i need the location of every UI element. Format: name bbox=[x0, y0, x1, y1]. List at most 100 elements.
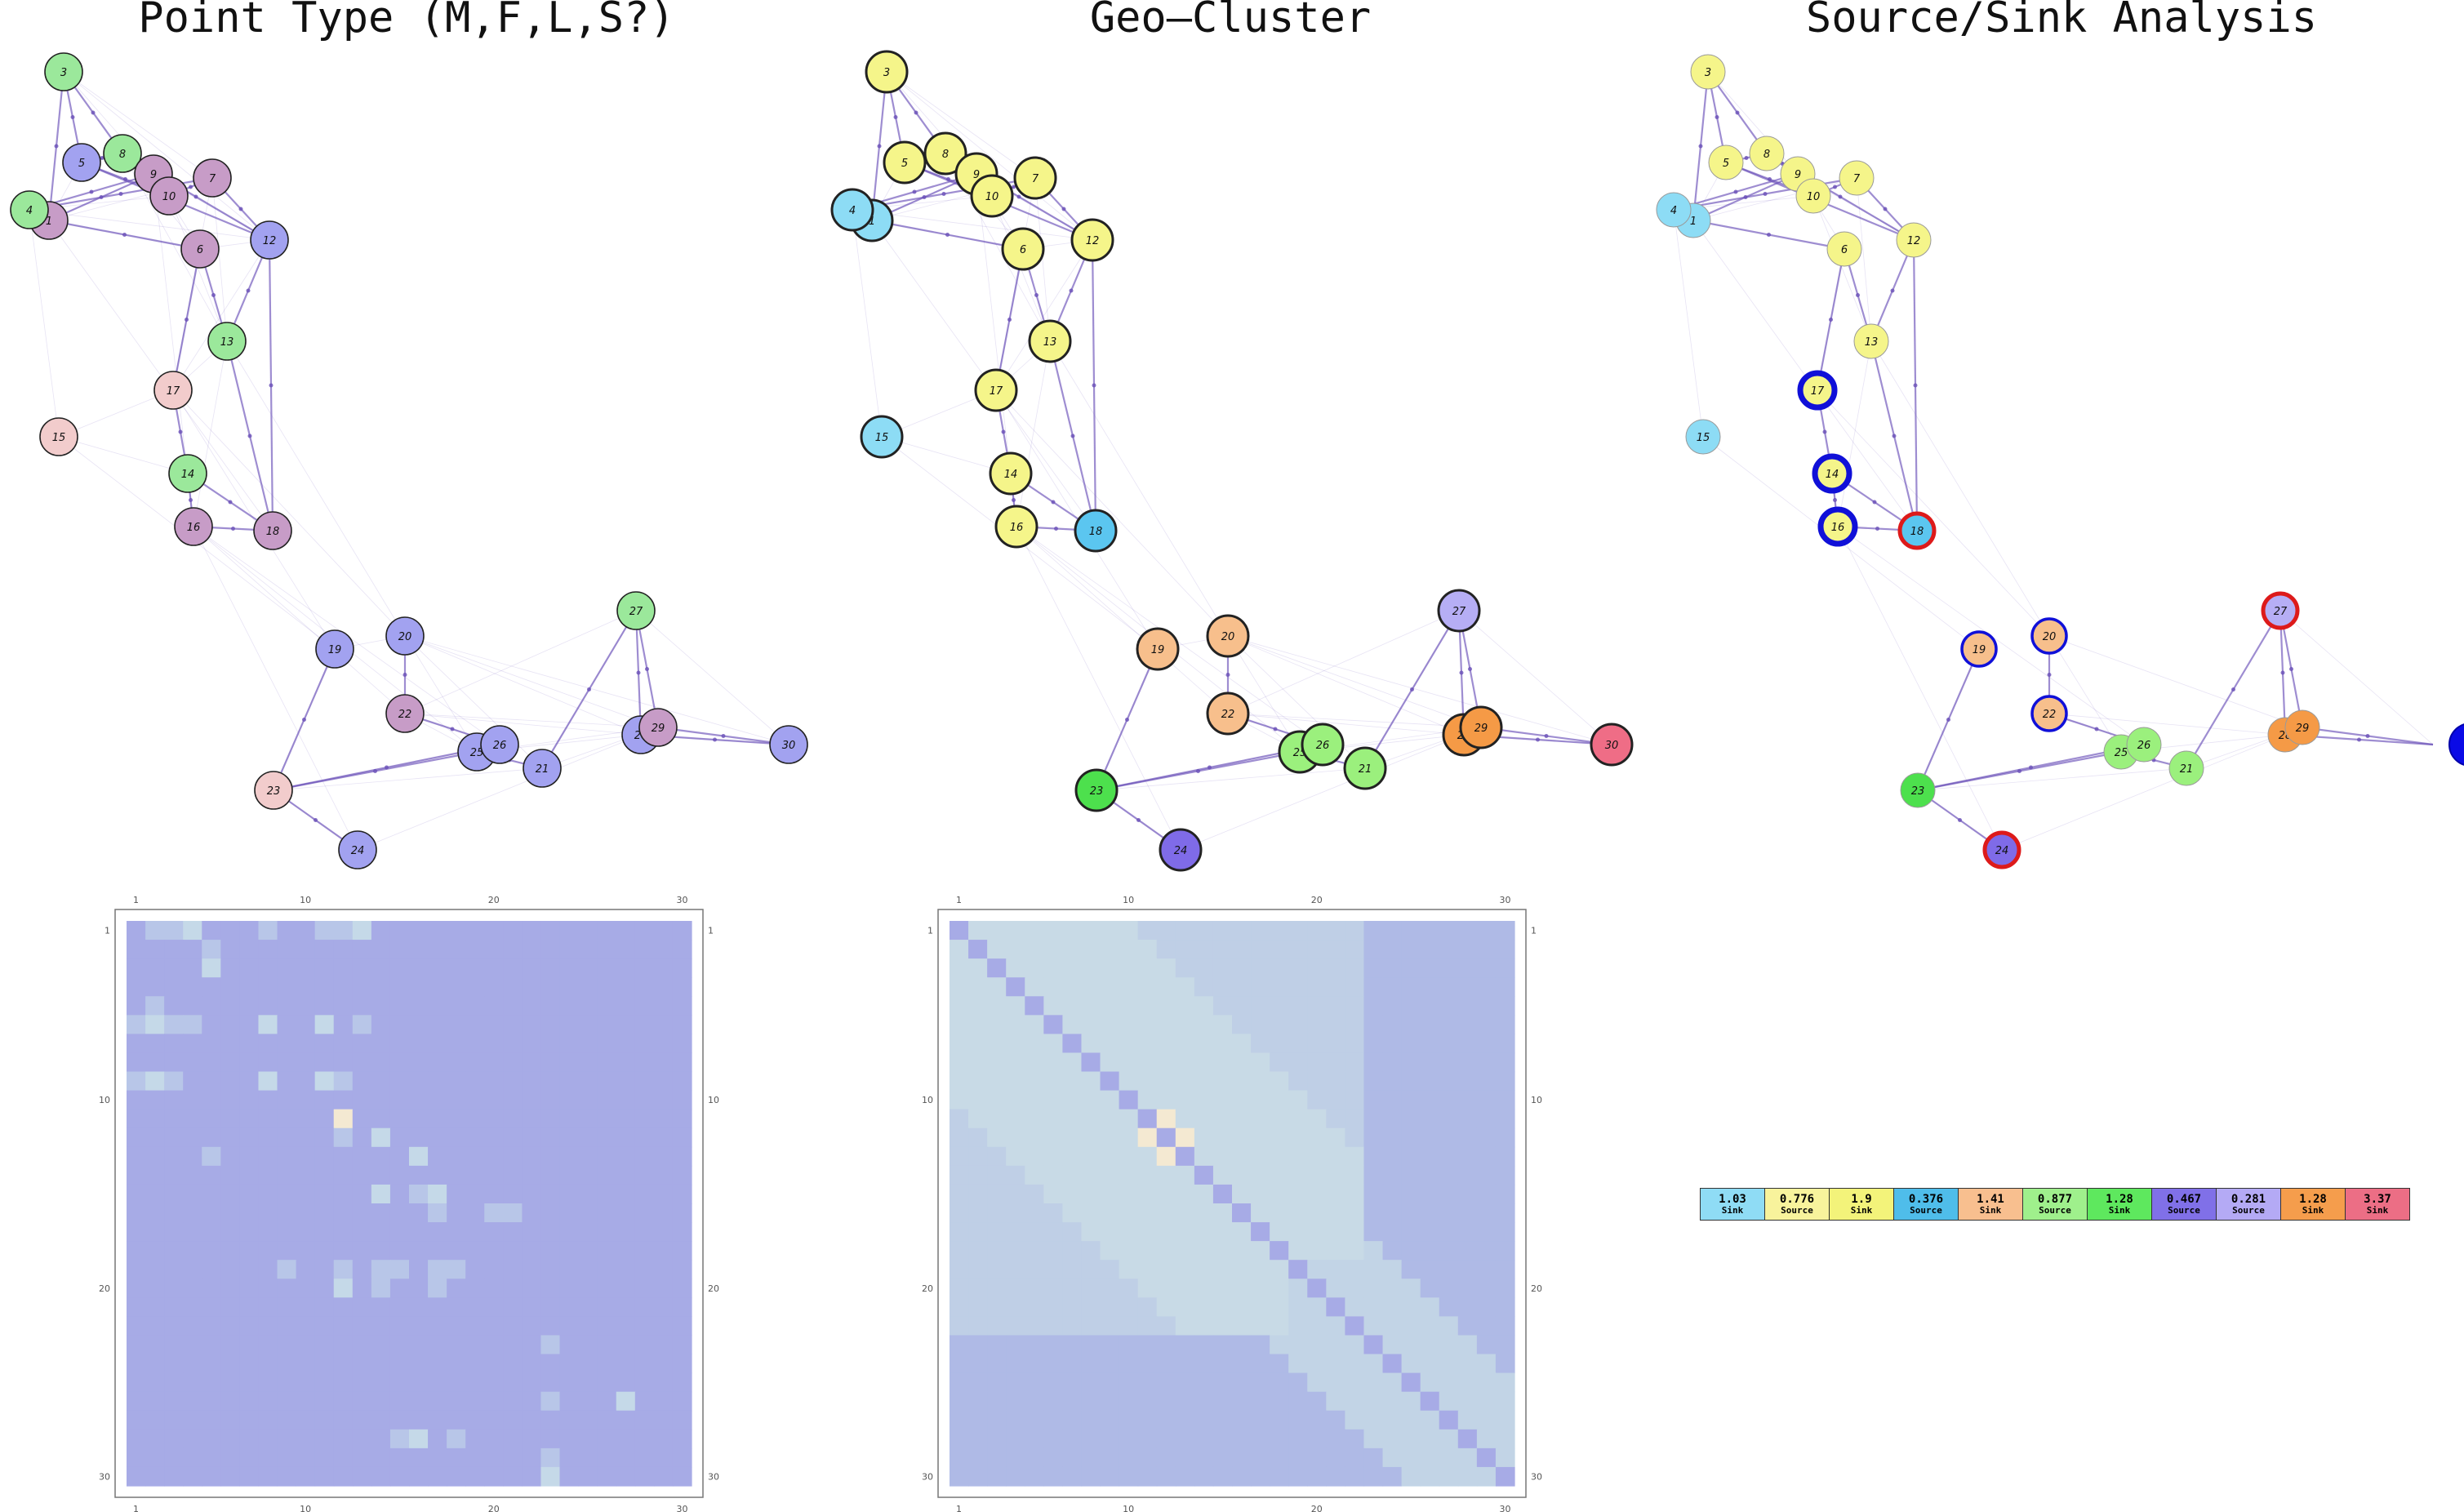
matrix-cell bbox=[950, 1222, 969, 1242]
matrix-cell bbox=[578, 1184, 598, 1204]
edge-arrow bbox=[1744, 156, 1749, 160]
matrix-cell bbox=[1062, 1109, 1083, 1129]
matrix-cell bbox=[1212, 1391, 1233, 1412]
matrix-cell bbox=[239, 1448, 260, 1468]
matrix-cell bbox=[428, 1316, 447, 1336]
matrix-cell bbox=[1043, 1354, 1063, 1374]
matrix-cell bbox=[1363, 1090, 1384, 1110]
matrix-cell bbox=[503, 1297, 523, 1317]
matrix-cell bbox=[559, 1165, 580, 1185]
matrix-cell bbox=[1175, 977, 1195, 997]
matrix-cell bbox=[616, 1165, 636, 1185]
matrix-cell bbox=[1326, 1222, 1345, 1242]
matrix-cell bbox=[1457, 1034, 1478, 1054]
matrix-cell bbox=[1212, 1203, 1233, 1223]
matrix-cell bbox=[950, 1391, 969, 1412]
matrix-cell bbox=[145, 977, 165, 997]
matrix-cell bbox=[1420, 1297, 1440, 1317]
matrix-cell bbox=[634, 1090, 655, 1110]
matrix-cell bbox=[183, 1372, 202, 1393]
matrix-cell bbox=[503, 1109, 523, 1129]
edge bbox=[1227, 713, 1482, 728]
matrix-cell bbox=[447, 1071, 466, 1092]
matrix-cell bbox=[296, 1372, 316, 1393]
matrix-cell bbox=[220, 1391, 240, 1412]
matrix-cell bbox=[1043, 1260, 1063, 1279]
matrix-cell bbox=[1382, 1109, 1403, 1129]
matrix-cell bbox=[1457, 1015, 1478, 1034]
matrix-cell bbox=[202, 1184, 221, 1204]
edge bbox=[1034, 177, 1051, 342]
edge-arrow bbox=[246, 288, 251, 293]
matrix-cell bbox=[239, 1127, 260, 1148]
node-17 bbox=[153, 371, 193, 410]
matrix-cell bbox=[352, 1241, 372, 1261]
matrix-cell bbox=[1457, 1316, 1478, 1336]
matrix-cell bbox=[1495, 977, 1515, 997]
matrix-cell bbox=[950, 1279, 969, 1298]
matrix-cell bbox=[277, 1146, 297, 1167]
matrix-cell bbox=[616, 1372, 636, 1393]
matrix-cell bbox=[333, 1015, 354, 1034]
matrix-cell bbox=[503, 977, 523, 997]
matrix-cell bbox=[1476, 1034, 1497, 1054]
matrix-cell bbox=[352, 1354, 372, 1374]
matrix-cell bbox=[1495, 1335, 1515, 1355]
matrix-cell bbox=[1345, 1354, 1365, 1374]
matrix-cell bbox=[220, 977, 240, 997]
matrix-cell bbox=[183, 1015, 202, 1034]
matrix-cell bbox=[1476, 1448, 1497, 1468]
edge bbox=[1227, 635, 1612, 745]
matrix-cell bbox=[1232, 1410, 1252, 1430]
matrix-cell bbox=[1232, 1297, 1252, 1317]
matrix-cell bbox=[428, 1241, 447, 1261]
matrix-cell bbox=[1156, 1090, 1176, 1110]
matrix-cell bbox=[1232, 1146, 1252, 1167]
matrix-cell bbox=[1232, 977, 1252, 997]
matrix-cell bbox=[1156, 1165, 1176, 1185]
matrix-cell bbox=[428, 1165, 447, 1185]
matrix-cell bbox=[1137, 1448, 1158, 1468]
matrix-cell bbox=[1345, 1391, 1365, 1412]
edge-arrow bbox=[721, 734, 726, 738]
matrix-cell bbox=[465, 1090, 485, 1110]
matrix-cell bbox=[1307, 1071, 1327, 1092]
edge-arrow bbox=[1051, 500, 1056, 505]
matrix-cell bbox=[1307, 1466, 1327, 1487]
matrix-cell bbox=[314, 996, 335, 1016]
matrix-cell bbox=[1006, 1071, 1025, 1092]
matrix-cell bbox=[202, 1241, 221, 1261]
node-30 bbox=[1590, 723, 1634, 767]
matrix-cell bbox=[258, 940, 278, 959]
matrix-cell bbox=[428, 1184, 447, 1204]
matrix-cell bbox=[1326, 1165, 1345, 1185]
matrix-cell bbox=[409, 1260, 429, 1279]
matrix-cell bbox=[1420, 1146, 1440, 1167]
matrix-cell bbox=[1043, 958, 1063, 978]
edges bbox=[852, 71, 1612, 851]
matrix-cell bbox=[371, 1372, 391, 1393]
matrix-cell bbox=[1476, 1052, 1497, 1073]
matrix-cell bbox=[447, 921, 466, 941]
matrix-cell bbox=[1476, 1241, 1497, 1261]
matrix-cell bbox=[968, 1279, 988, 1298]
matrix-cell bbox=[1345, 1090, 1365, 1110]
matrix-cell bbox=[239, 1410, 260, 1430]
matrix-cell bbox=[314, 1410, 335, 1430]
matrix-cell bbox=[1062, 921, 1083, 941]
matrix-cell bbox=[1232, 1034, 1252, 1054]
matrix-cell bbox=[1457, 1109, 1478, 1129]
matrix-cell bbox=[1326, 1146, 1345, 1167]
matrix-cell bbox=[333, 1429, 354, 1449]
legend-label: Source bbox=[2232, 1204, 2265, 1216]
matrix-cell bbox=[1307, 1222, 1327, 1242]
source-sink-legend: 1.03 Sink 0.776 Source 1.9 Sink 0.376 Source 1.4… bbox=[1700, 1188, 2410, 1221]
matrix-cell bbox=[616, 1241, 636, 1261]
matrix-cell bbox=[1100, 1090, 1120, 1110]
tick-left: 30 bbox=[922, 1471, 933, 1482]
node-label-29: 29 bbox=[2296, 723, 2310, 735]
matrix-cell bbox=[447, 1203, 466, 1223]
matrix-cell bbox=[1006, 1203, 1025, 1223]
matrix-cell bbox=[389, 958, 410, 978]
matrix-cell bbox=[1420, 1127, 1440, 1148]
